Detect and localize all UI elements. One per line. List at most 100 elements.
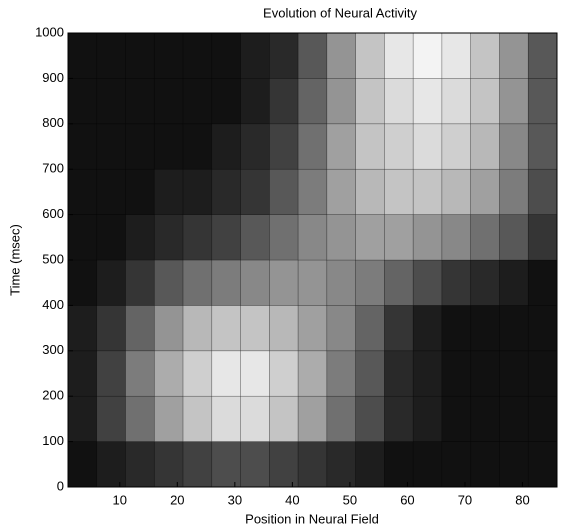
heatmap-cell xyxy=(441,305,472,352)
heatmap-cell xyxy=(153,305,184,352)
heatmap-cell xyxy=(125,78,155,125)
y-tick-label: 300 xyxy=(42,342,64,357)
heatmap-cell xyxy=(297,350,328,397)
heatmap-cell xyxy=(125,123,155,170)
heatmap-cell xyxy=(96,32,126,79)
heatmap-cell xyxy=(297,441,328,488)
heatmap-cell xyxy=(240,214,270,261)
heatmap-cell xyxy=(182,259,213,306)
heatmap-cell xyxy=(355,168,385,215)
heatmap-cell xyxy=(67,168,98,215)
heatmap-cell xyxy=(182,350,213,397)
heatmap-cell xyxy=(527,441,558,488)
heatmap-cell xyxy=(96,214,126,261)
heatmap-cell xyxy=(527,123,558,170)
heatmap-cell xyxy=(441,350,472,397)
heatmap-cell xyxy=(297,214,328,261)
x-tick-label: 30 xyxy=(228,492,242,507)
heatmap-cell xyxy=(67,214,98,261)
heatmap-cell xyxy=(326,259,356,306)
heatmap-cell xyxy=(412,350,443,397)
heatmap-cell xyxy=(211,123,241,170)
heatmap-cell xyxy=(269,78,299,125)
heatmap-cell xyxy=(412,441,443,488)
heatmap-cell xyxy=(470,168,500,215)
heatmap-cell xyxy=(96,305,126,352)
heatmap-cell xyxy=(527,214,558,261)
heatmap-cell xyxy=(269,168,299,215)
heatmap-cell xyxy=(527,78,558,125)
heatmap-cell xyxy=(269,395,299,442)
heatmap-cell xyxy=(240,350,270,397)
heatmap-cell xyxy=(384,123,414,170)
x-tick-label: 10 xyxy=(113,492,127,507)
heatmap-cell xyxy=(96,395,126,442)
heatmap-cell xyxy=(355,395,385,442)
x-tick-label: 20 xyxy=(170,492,184,507)
heatmap-cell xyxy=(384,214,414,261)
heatmap-cell xyxy=(153,32,184,79)
heatmap-cell xyxy=(67,350,98,397)
heatmap-cell xyxy=(211,395,241,442)
heatmap-cell xyxy=(412,168,443,215)
heatmap-cell xyxy=(470,78,500,125)
heatmap-cell xyxy=(153,395,184,442)
heatmap-cell xyxy=(240,32,270,79)
heatmap-cell xyxy=(326,123,356,170)
heatmap-cell xyxy=(125,168,155,215)
heatmap-cell xyxy=(125,305,155,352)
heatmap-cell xyxy=(125,214,155,261)
heatmap-cell xyxy=(384,305,414,352)
y-tick-label: 700 xyxy=(42,161,64,176)
heatmap-cell xyxy=(527,305,558,352)
heatmap-cell xyxy=(499,214,529,261)
heatmap-cell xyxy=(326,78,356,125)
heatmap-cell xyxy=(67,123,98,170)
heatmap-cell xyxy=(240,168,270,215)
heatmap-cell xyxy=(326,168,356,215)
heatmap-cell xyxy=(470,441,500,488)
heatmap-cell xyxy=(67,441,98,488)
heatmap-cell xyxy=(499,259,529,306)
heatmap-cell xyxy=(182,78,213,125)
y-tick-label: 600 xyxy=(42,206,64,221)
heatmap-cell xyxy=(240,305,270,352)
y-tick-label: 800 xyxy=(42,115,64,130)
heatmap-cell xyxy=(153,78,184,125)
heatmap-cell xyxy=(125,441,155,488)
heatmap-cell xyxy=(67,395,98,442)
heatmap-cell xyxy=(67,259,98,306)
heatmap-cell xyxy=(67,78,98,125)
heatmap-cell xyxy=(67,32,98,79)
heatmap-cell xyxy=(211,441,241,488)
heatmap-cell xyxy=(96,259,126,306)
heatmap-cell xyxy=(240,123,270,170)
heatmap-cell xyxy=(384,441,414,488)
heatmap-cell xyxy=(269,350,299,397)
y-tick-label: 1000 xyxy=(35,24,64,39)
heatmap-cell xyxy=(384,78,414,125)
heatmap-cell xyxy=(470,32,500,79)
heatmap-cell xyxy=(96,350,126,397)
heatmap-cell xyxy=(326,395,356,442)
heatmap-cell xyxy=(96,168,126,215)
heatmap-cell xyxy=(384,395,414,442)
heatmap-cell xyxy=(470,395,500,442)
heatmap-cell xyxy=(182,123,213,170)
heatmap-cell xyxy=(499,123,529,170)
heatmap-cell xyxy=(269,441,299,488)
heatmap-cell xyxy=(355,123,385,170)
heatmap-cell xyxy=(412,123,443,170)
heatmap-cell xyxy=(269,32,299,79)
heatmap-cell xyxy=(269,214,299,261)
heatmap-cell xyxy=(355,32,385,79)
y-tick-label: 500 xyxy=(42,251,64,266)
heatmap-cell xyxy=(441,441,472,488)
heatmap-cell xyxy=(441,32,472,79)
heatmap-cell xyxy=(326,32,356,79)
y-tick-label: 200 xyxy=(42,388,64,403)
heatmap-cell xyxy=(182,441,213,488)
heatmap-cell xyxy=(384,168,414,215)
heatmap-cell xyxy=(499,305,529,352)
heatmap-cell xyxy=(297,395,328,442)
